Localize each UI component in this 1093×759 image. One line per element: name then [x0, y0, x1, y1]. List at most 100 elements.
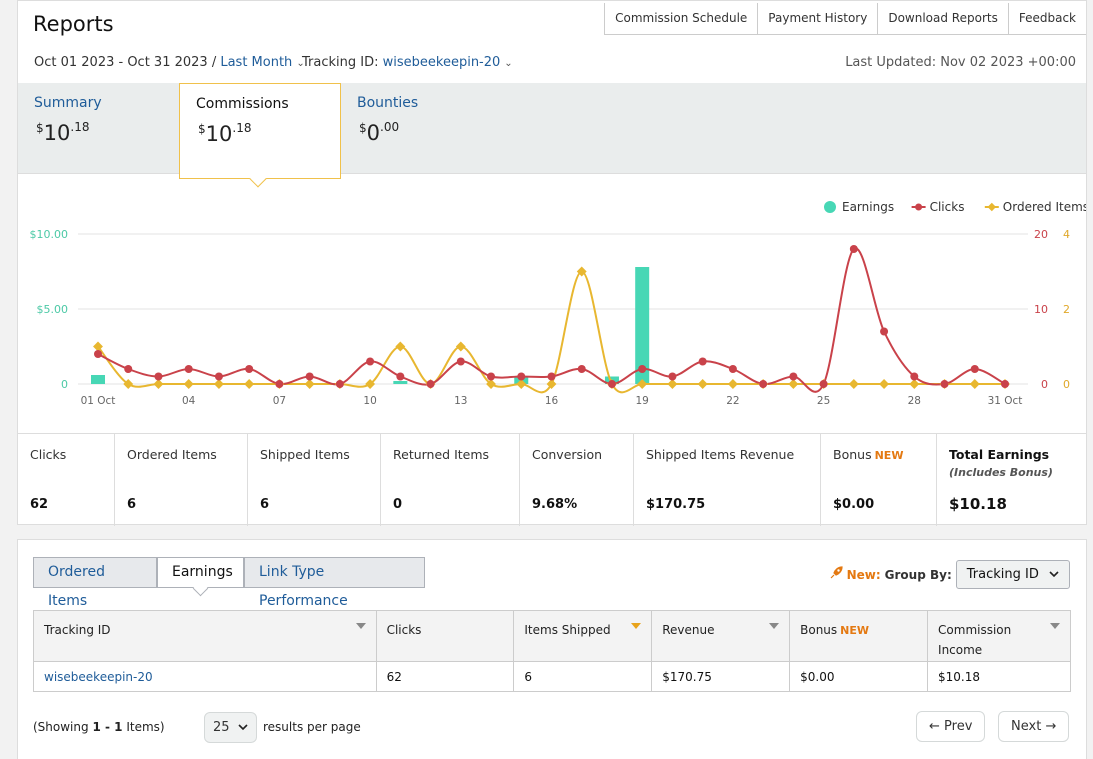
segment-earnings[interactable]: Earnings [157, 557, 244, 588]
ordered-items-point [304, 379, 315, 389]
next-button[interactable]: Next → [998, 711, 1070, 742]
clicks-point [214, 372, 223, 381]
right-axis-tick-label: 0 [1041, 378, 1048, 391]
stat-label: Ordered Items [127, 447, 217, 462]
tab-label: Bounties [357, 95, 419, 111]
clicks-point [698, 357, 707, 366]
tab-label: Summary [34, 95, 102, 111]
prev-button[interactable]: ← Prev [916, 711, 986, 742]
earnings-bar [91, 375, 105, 384]
column-header-clicks: Clicks [375, 610, 515, 662]
segment-ordered-items[interactable]: Ordered Items [33, 557, 157, 609]
stat-shipped-items: Shipped Items 6 [248, 434, 381, 526]
clicks-point [1001, 380, 1009, 388]
new-badge: NEW [840, 624, 870, 637]
x-tick-label: 16 [545, 395, 559, 407]
clicks-point [335, 380, 344, 388]
last-updated: Last Updated: Nov 02 2023 +00:00 [845, 55, 1076, 70]
cell-commission-income: $10.18 [927, 661, 1071, 692]
clicks-point [880, 327, 889, 336]
ordered-items-point [455, 341, 466, 352]
x-tick-label: 13 [454, 395, 467, 407]
earnings-bar [635, 267, 650, 384]
clicks-point [638, 365, 647, 373]
right-axis-tick-label: 20 [1034, 228, 1048, 241]
tab-summary[interactable]: Summary $10.18 [18, 83, 179, 174]
stat-total-earnings: Total Earnings (Includes Bonus) $10.18 [937, 434, 1086, 526]
ordered-items-point [788, 379, 799, 389]
segment-link-type-performance[interactable]: Link Type Performance [244, 557, 425, 609]
stat-label: Clicks [30, 447, 67, 462]
stat-bonus: Bonus NEW $0.00 [821, 434, 937, 526]
stat-ordered-items: Ordered Items 6 [115, 434, 248, 526]
stat-value: 9.68% [532, 497, 578, 512]
legend-swatch-earnings [824, 201, 836, 213]
x-tick-label: 25 [817, 395, 830, 407]
column-header-revenue[interactable]: Revenue [651, 610, 791, 662]
sort-caret-icon [631, 623, 642, 629]
column-header-commission-income[interactable]: Commission Income [927, 610, 1071, 662]
chevron-down-icon [1049, 567, 1059, 582]
showing-count: (Showing 1 - 1 Items) [33, 720, 165, 734]
group-by-label: Group By: [884, 567, 952, 582]
clicks-point [154, 372, 163, 381]
ordered-items-point [879, 379, 890, 389]
cell-bonus: $0.00 [789, 661, 929, 692]
payment-history-link[interactable]: Payment History [757, 3, 878, 35]
date-range-picker[interactable]: Oct 01 2023 - Oct 31 2023 / Last Month ⌄ [34, 55, 305, 70]
header-links: Commission Schedule Payment History Down… [604, 3, 1086, 35]
group-by-value: Tracking ID [966, 567, 1039, 582]
earnings-table-card: Ordered Items Earnings Link Type Perform… [17, 539, 1087, 759]
x-tick-label: 19 [636, 395, 649, 407]
legend-swatch-ordered-items [987, 202, 997, 212]
ordered-items-point [848, 379, 859, 389]
clicks-point [305, 372, 314, 381]
next-label: Next [1011, 719, 1042, 734]
stat-returned-items: Returned Items 0 [381, 434, 520, 526]
stat-value: $0.00 [833, 497, 875, 512]
clicks-point [366, 357, 375, 366]
per-page-select[interactable]: 25 [204, 712, 257, 743]
ordered-items-point [183, 379, 194, 389]
stat-value: $170.75 [646, 497, 706, 512]
clicks-point [396, 372, 405, 381]
clicks-point [607, 380, 616, 388]
group-by-select[interactable]: Tracking ID [955, 560, 1070, 589]
clicks-point [94, 350, 102, 358]
tracking-id-value[interactable]: wisebeekeepin-20 [382, 55, 501, 70]
sort-caret-icon [355, 623, 366, 629]
clicks-point [759, 380, 768, 388]
clicks-point [789, 372, 798, 381]
rocket-icon [829, 565, 843, 584]
ordered-items-point [909, 379, 920, 389]
stat-value: 6 [127, 497, 137, 512]
clicks-point [426, 380, 435, 388]
x-tick-label: 10 [363, 395, 376, 407]
stat-label: Shipped Items [260, 447, 350, 462]
table-header-row: Tracking ID Clicks Items Shipped Revenue… [33, 610, 1071, 662]
ordered-items-point [637, 379, 648, 389]
clicks-point [819, 380, 828, 388]
tracking-id-picker[interactable]: Tracking ID: wisebeekeepin-20 ⌄ [302, 55, 513, 70]
tab-bounties[interactable]: Bounties $0.00 [341, 83, 502, 174]
report-segments: Ordered Items Earnings Link Type Perform… [33, 557, 425, 609]
date-preset[interactable]: Last Month [220, 55, 293, 70]
x-tick-label: 01 Oct [81, 395, 116, 407]
stat-conversion: Conversion 9.68% [520, 434, 634, 526]
arrow-left-icon: ← [929, 719, 940, 734]
tab-commissions[interactable]: Commissions $10.18 [179, 83, 341, 179]
column-header-tracking-id[interactable]: Tracking ID [33, 610, 377, 662]
commission-schedule-link[interactable]: Commission Schedule [604, 3, 758, 35]
clicks-point [577, 365, 586, 373]
column-header-items-shipped[interactable]: Items Shipped [513, 610, 653, 662]
stat-clicks: Clicks 62 [18, 434, 115, 526]
feedback-link[interactable]: Feedback [1007, 3, 1086, 35]
ordered-items-point [153, 379, 164, 389]
clicks-point [275, 380, 284, 388]
stat-shipped-revenue: Shipped Items Revenue $170.75 [634, 434, 821, 526]
download-reports-link[interactable]: Download Reports [877, 3, 1008, 35]
tab-label: Commissions [196, 96, 289, 112]
cell-tracking-id[interactable]: wisebeekeepin-20 [33, 661, 377, 692]
sort-caret-icon [1050, 623, 1060, 629]
